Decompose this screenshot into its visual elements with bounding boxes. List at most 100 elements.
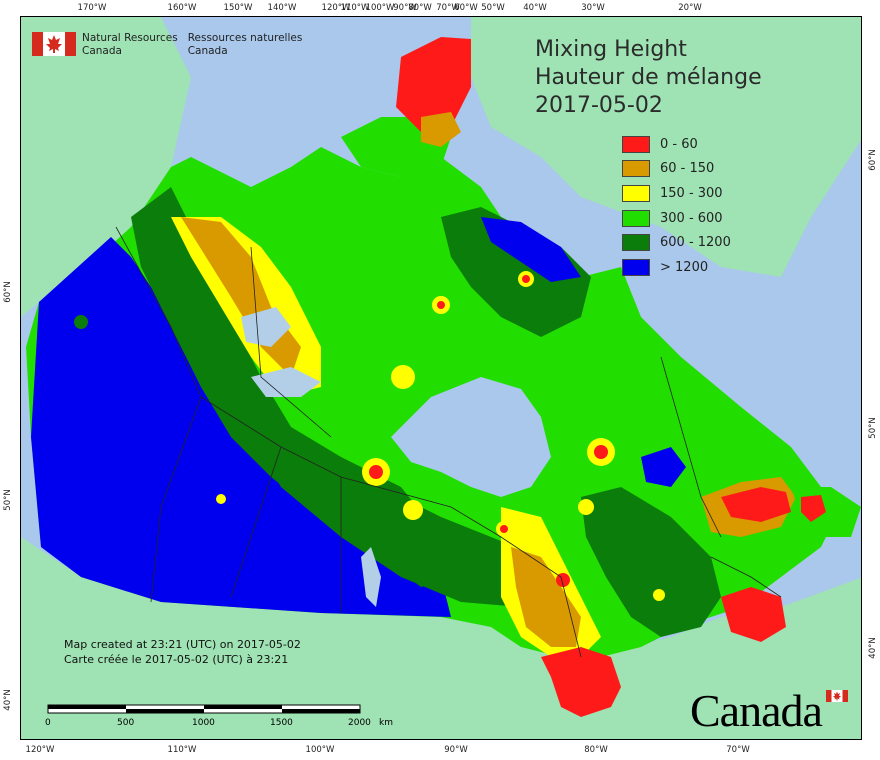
hotspot-8 [74, 315, 88, 329]
hotspot-4-core [437, 301, 445, 309]
scale-bar-graphic: 0 500 1000 1500 2000 km [45, 704, 393, 728]
scale-label-1000: 1000 [192, 718, 215, 728]
tick-bottom-110w: 110°W [167, 745, 197, 755]
labrador-red [721, 487, 791, 522]
tick-bottom-100w: 100°W [305, 745, 335, 755]
legend-label: 60 - 150 [660, 161, 715, 177]
tick-top-20w: 20°W [678, 3, 702, 13]
hotspot-3-core [594, 445, 608, 459]
map-svg [21, 17, 861, 739]
hotspot-5 [391, 365, 415, 389]
quebec-dark [581, 487, 721, 637]
tick-bottom-70w: 70°W [726, 745, 750, 755]
tick-top-60w: 60°W [454, 3, 478, 13]
legend-swatch [622, 184, 650, 202]
tick-top-140w: 140°W [267, 3, 297, 13]
great-bear-lake [241, 307, 291, 347]
tick-top-30w: 30°W [581, 3, 605, 13]
scale-label-2000: 2000 [348, 718, 371, 728]
scale-label-1500: 1500 [270, 718, 293, 728]
canada-flag-icon [32, 32, 76, 56]
agency-en-line1: Natural Resources [82, 32, 178, 44]
legend-swatch [622, 234, 650, 252]
legend-label: 600 - 1200 [660, 235, 731, 251]
legend-label: 0 - 60 [660, 136, 698, 152]
tick-top-170w: 170°W [77, 3, 107, 13]
hotspot-12 [556, 573, 570, 587]
baffin-blue [481, 217, 581, 282]
creation-note: Map created at 23:21 (UTC) on 2017-05-02… [64, 637, 301, 667]
legend-row: 300 - 600 [622, 206, 731, 231]
agency-name-en: Natural Resources Canada [82, 32, 178, 58]
scale-label-500: 500 [117, 718, 134, 728]
title-date: 2017-05-02 [535, 93, 663, 118]
usa-land [21, 537, 861, 739]
canada-wordmark: Canada [690, 685, 823, 736]
legend-row: 600 - 1200 [622, 230, 731, 255]
scale-label-0: 0 [45, 718, 51, 728]
tick-top-100w: 100°W [365, 3, 395, 13]
map-canvas[interactable] [20, 16, 862, 740]
tick-right-50n: 50°N [868, 417, 878, 439]
hotspot-1-core [369, 465, 383, 479]
wordmark-flag-icon [826, 690, 848, 702]
creation-note-en: Map created at 23:21 (UTC) on 2017-05-02 [64, 638, 301, 651]
great-lakes-red [541, 647, 621, 717]
tick-top-70w: 70°W [436, 3, 460, 13]
legend-row: 60 - 150 [622, 157, 731, 182]
tick-bottom-120w: 120°W [25, 745, 55, 755]
tick-bottom-80w: 80°W [584, 745, 608, 755]
agency-fr-line1: Ressources naturelles [187, 32, 303, 44]
quebec-blue-dot [641, 447, 686, 487]
legend-swatch [622, 209, 650, 227]
agency-logo: Natural Resources Canada Ressources natu… [32, 32, 312, 58]
lake-winnipeg [361, 547, 381, 607]
tick-left-50n: 50°N [3, 489, 13, 511]
tick-top-50w: 50°W [481, 3, 505, 13]
tick-top-120w: 120°W [321, 3, 351, 13]
legend-row: 150 - 300 [622, 181, 731, 206]
legend-swatch [622, 135, 650, 153]
legend: 0 - 60 60 - 150 150 - 300 300 - 600 600 - 12… [622, 132, 731, 280]
tick-left-40n: 40°N [3, 689, 13, 711]
hotspot-11-core [500, 525, 508, 533]
agency-name-fr: Ressources naturelles Canada [188, 32, 303, 58]
greenland-land [471, 17, 861, 277]
tick-top-80w: 80°W [408, 3, 432, 13]
title-fr: Hauteur de mélange [535, 65, 762, 90]
arctic-island-4 [421, 112, 461, 147]
province-borders [115, 226, 782, 658]
legend-row: > 1200 [622, 255, 731, 280]
tick-left-60n: 60°N [3, 281, 13, 303]
map-title-block: Mixing Height Hauteur de mélange 2017-05… [535, 36, 762, 120]
ontario-orange [511, 547, 581, 647]
tick-right-40n: 40°N [868, 637, 878, 659]
title-en: Mixing Height [535, 37, 687, 62]
legend-label: 150 - 300 [660, 185, 723, 201]
legend-swatch [622, 160, 650, 178]
tick-top-90w: 90°W [393, 3, 417, 13]
baffin-island [441, 207, 591, 337]
tick-bottom-90w: 90°W [444, 745, 468, 755]
scale-unit: km [379, 718, 393, 728]
hotspot-7 [653, 589, 665, 601]
maritimes-red [721, 587, 786, 642]
hotspot-10 [578, 499, 594, 515]
tick-right-60n: 60°N [868, 149, 878, 171]
hudson-bay [391, 377, 551, 497]
tick-top-160w: 160°W [167, 3, 197, 13]
creation-note-fr: Carte créée le 2017-05-02 (UTC) à 23:21 [64, 653, 289, 666]
newfoundland-red [801, 495, 826, 522]
tick-top-40w: 40°W [523, 3, 547, 13]
great-slave-lake [251, 367, 321, 397]
arctic-island-3 [396, 37, 471, 132]
arctic-island-1 [261, 187, 361, 232]
central-dark-band [251, 437, 561, 607]
hotspot-6-core [522, 275, 530, 283]
legend-row: 0 - 60 [622, 132, 731, 157]
agency-en-line2: Canada [82, 45, 122, 57]
legend-label: 300 - 600 [660, 210, 723, 226]
scale-bar: 0 500 1000 1500 2000 km [42, 702, 422, 732]
legend-swatch [622, 258, 650, 276]
